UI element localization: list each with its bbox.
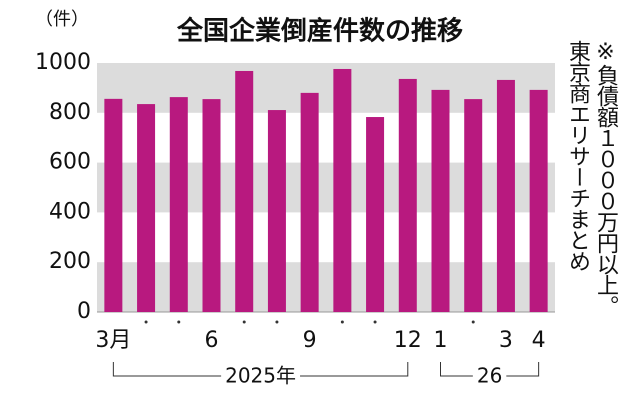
bar	[137, 104, 156, 313]
bar-dot	[470, 314, 476, 320]
x-tick-label: 1	[434, 328, 448, 353]
grid-band	[97, 63, 555, 113]
x-dot	[340, 320, 344, 324]
x-tick-label: 3	[499, 328, 513, 353]
bar	[104, 98, 123, 312]
bar-dot	[372, 314, 378, 320]
x-tick-label: 9	[303, 328, 317, 353]
x-dot	[177, 320, 181, 324]
y-tick-label: 1000	[35, 50, 91, 75]
bar	[431, 89, 450, 312]
bar-dot	[110, 314, 116, 320]
y-tick-label: 0	[77, 299, 91, 324]
x-tick-label: 3月	[95, 328, 131, 353]
note: ※負債額１０００万円以上。	[593, 40, 618, 316]
grid-band	[97, 162, 555, 213]
x-dot	[471, 320, 475, 324]
bar-dot	[307, 314, 313, 320]
y-tick-label: 600	[49, 150, 91, 175]
bar-dot	[339, 314, 345, 320]
x-dot	[275, 320, 279, 324]
year-label: 2025年	[225, 364, 296, 388]
bar	[529, 89, 548, 312]
year-label: 26	[477, 364, 502, 388]
bar-dot	[241, 314, 247, 320]
bar	[267, 110, 286, 312]
bar-dot	[536, 314, 542, 320]
bar	[235, 70, 254, 312]
y-unit: （件）	[35, 9, 89, 30]
x-dot	[242, 320, 246, 324]
chart-title: 全国企業倒産件数の推移	[176, 16, 463, 47]
bar	[169, 97, 188, 312]
x-tick-label: 12	[394, 328, 422, 353]
bar-dot	[438, 314, 443, 320]
grid-band	[97, 262, 555, 312]
bar-dot	[176, 314, 182, 320]
bar	[300, 92, 319, 312]
bar	[398, 78, 417, 312]
x-dot	[144, 320, 148, 324]
bar	[496, 79, 515, 312]
x-tick-label: 6	[205, 328, 219, 353]
bar	[366, 117, 385, 313]
bar-dot	[209, 314, 214, 320]
bar	[464, 99, 483, 312]
bar-dot	[274, 314, 280, 320]
year-label-bg	[472, 366, 507, 388]
bar	[333, 68, 352, 312]
y-tick-label: 200	[49, 249, 91, 274]
bar-dot	[503, 314, 509, 320]
x-dot	[373, 320, 377, 324]
year-label-bg	[221, 366, 301, 388]
y-tick-label: 400	[49, 199, 91, 224]
bar	[202, 99, 221, 312]
x-tick-label: 4	[532, 328, 546, 353]
note: 東京商エリサーチまとめ	[565, 40, 590, 271]
bar-dot	[405, 314, 411, 320]
bar-dot	[143, 314, 149, 320]
y-tick-label: 800	[49, 100, 91, 125]
